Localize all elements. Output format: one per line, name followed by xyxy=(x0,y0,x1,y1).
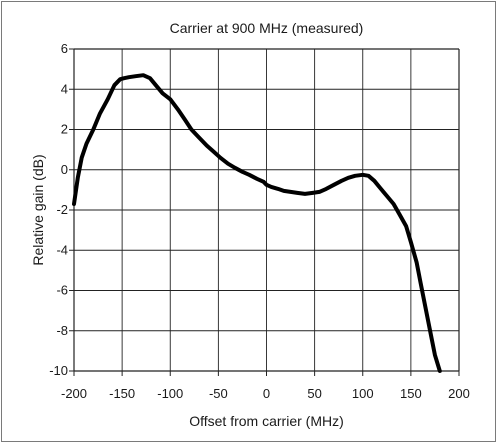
y-tick-label: 4 xyxy=(61,81,68,96)
y-tick-label: 2 xyxy=(61,122,68,137)
x-tick-label: 150 xyxy=(400,386,422,401)
x-tick-label: 50 xyxy=(307,386,321,401)
y-tick-label: -6 xyxy=(56,283,68,298)
x-axis-label: Offset from carrier (MHz) xyxy=(189,413,344,429)
x-tick-label: 200 xyxy=(448,386,470,401)
x-tick-label: -200 xyxy=(61,386,87,401)
series-layer xyxy=(72,73,442,373)
y-tick-label: 6 xyxy=(61,41,68,56)
y-tick-label: -8 xyxy=(56,323,68,338)
y-tick-label: -10 xyxy=(49,363,68,378)
x-tick-label: 0 xyxy=(263,386,270,401)
x-tick-label: -100 xyxy=(157,386,183,401)
y-tick-label: -4 xyxy=(56,242,68,257)
x-tick-label: -50 xyxy=(209,386,228,401)
x-tick-label: -150 xyxy=(109,386,135,401)
y-tick-label: -2 xyxy=(56,202,68,217)
chart-title: Carrier at 900 MHz (measured) xyxy=(170,20,364,36)
grid xyxy=(69,48,460,376)
series-line xyxy=(72,73,442,373)
y-tick-label: 0 xyxy=(61,162,68,177)
tick-labels: -200 -150 -100 -50 0 50 100 150 200 6 4 2 0 -2 -4 -6 -8 -… xyxy=(49,41,470,401)
x-tick-label: 100 xyxy=(352,386,374,401)
y-axis-label: Relative gain (dB) xyxy=(30,154,46,265)
